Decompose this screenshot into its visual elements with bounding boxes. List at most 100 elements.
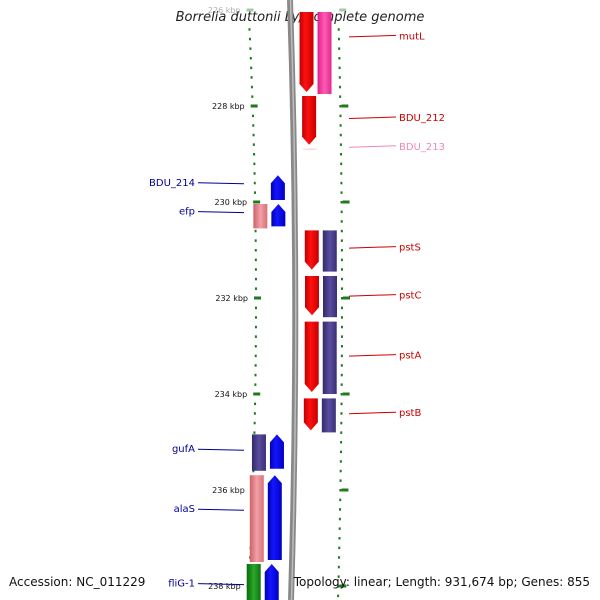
minor-tick-right xyxy=(338,76,341,79)
minor-tick-left xyxy=(251,114,254,118)
gene-label-pstA[interactable]: pstA xyxy=(399,351,421,362)
minor-tick-right xyxy=(337,575,340,578)
cog-band-mutL xyxy=(317,12,332,94)
tick-label: 226 kbp xyxy=(208,6,241,15)
minor-tick-right xyxy=(340,181,343,185)
gene-label-pstS[interactable]: pstS xyxy=(399,243,421,254)
minor-tick-right xyxy=(340,153,343,156)
minor-tick-left xyxy=(254,316,257,319)
minor-tick-right xyxy=(340,258,343,262)
minor-tick-left xyxy=(254,287,257,290)
gene-reverse-efp[interactable] xyxy=(271,204,286,227)
minor-tick-right xyxy=(340,421,343,425)
gene-label-fliG-1[interactable]: fliG-1 xyxy=(168,579,195,590)
minor-tick-left xyxy=(254,383,257,386)
label-leader-alaS xyxy=(197,508,245,511)
cog-band-fliG-1 xyxy=(246,564,261,600)
minor-tick-right xyxy=(338,517,341,521)
minor-tick-left xyxy=(249,47,252,50)
cog-band-gufA xyxy=(251,434,266,471)
gene-forward-BDU_212[interactable] xyxy=(302,96,317,145)
minor-tick-right xyxy=(338,66,341,70)
genome-backbone-highlight xyxy=(289,0,297,600)
gene-forward-pstB[interactable] xyxy=(303,398,318,431)
gene-label-BDU_213[interactable]: BDU_213 xyxy=(399,142,445,153)
minor-tick-left xyxy=(253,172,256,175)
major-tick xyxy=(253,392,261,396)
gene-reverse-BDU_214[interactable] xyxy=(270,175,285,200)
minor-tick-right xyxy=(339,508,342,511)
gene-label-alaS[interactable]: alaS xyxy=(174,504,195,515)
gene-label-BDU_212[interactable]: BDU_212 xyxy=(399,113,445,124)
label-leader-gufA xyxy=(197,448,245,451)
label-leader-mutL xyxy=(348,34,397,38)
gene-label-BDU_214[interactable]: BDU_214 xyxy=(149,178,195,189)
gene-label-mutL[interactable]: mutL xyxy=(399,31,425,42)
gene-forward-mutL[interactable] xyxy=(299,12,314,92)
minor-tick-right xyxy=(337,585,340,588)
minor-tick-right xyxy=(340,162,343,166)
major-tick-right xyxy=(342,296,350,300)
accession-text: Accession: NC_011229 xyxy=(9,575,146,589)
gene-forward-pstC[interactable] xyxy=(304,276,319,316)
tick-label: 228 kbp xyxy=(212,102,245,111)
major-tick-right xyxy=(342,200,350,204)
major-tick-right xyxy=(339,584,347,588)
major-tick xyxy=(246,8,254,12)
minor-tick-right xyxy=(338,47,341,50)
label-leader-pstC xyxy=(348,294,397,297)
tick-label: 238 kbp xyxy=(208,582,241,591)
minor-tick-right xyxy=(340,364,343,367)
gene-forward-pstA[interactable] xyxy=(304,321,319,392)
gene-label-efp[interactable]: efp xyxy=(179,207,195,218)
gene-label-pstB[interactable]: pstB xyxy=(399,408,421,419)
minor-tick-right xyxy=(339,133,342,137)
minor-tick-right xyxy=(340,172,343,175)
minor-tick-right xyxy=(338,527,341,530)
minor-tick-left xyxy=(253,162,256,166)
major-tick xyxy=(250,104,258,108)
minor-tick-right xyxy=(340,239,343,242)
minor-tick-right xyxy=(338,556,341,559)
minor-tick-right xyxy=(339,105,342,108)
minor-tick-right xyxy=(340,210,343,214)
cog-band-pstB xyxy=(321,398,336,433)
minor-tick-right xyxy=(340,268,343,271)
tick-label: 232 kbp xyxy=(215,294,248,303)
tick-label: 234 kbp xyxy=(215,390,248,399)
minor-tick-left xyxy=(252,143,255,146)
minor-tick-right xyxy=(340,297,343,300)
minor-tick-left xyxy=(254,335,257,338)
cog-band-pstC xyxy=(322,276,337,318)
minor-tick-right xyxy=(337,37,340,41)
minor-tick-left xyxy=(254,249,257,252)
minor-tick-right xyxy=(340,393,343,396)
minor-tick-right xyxy=(340,354,343,358)
minor-tick-right xyxy=(340,287,343,290)
gene-reverse-gufA[interactable] xyxy=(269,434,284,469)
label-leader-pstS xyxy=(348,246,397,249)
label-leader-pstB xyxy=(348,411,397,415)
minor-tick-right xyxy=(339,460,342,463)
minor-tick-left xyxy=(254,277,257,281)
minor-tick-right xyxy=(340,335,343,338)
minor-tick-right xyxy=(340,229,343,233)
minor-tick-left xyxy=(254,373,257,377)
gene-reverse-alaS[interactable] xyxy=(267,475,282,560)
major-tick-right xyxy=(342,392,350,396)
major-tick-right xyxy=(341,104,349,108)
gene-label-gufA[interactable]: gufA xyxy=(172,444,195,455)
minor-tick-right xyxy=(340,402,343,406)
minor-tick-right xyxy=(339,498,342,502)
gene-label-pstC[interactable]: pstC xyxy=(399,291,421,302)
minor-tick-right xyxy=(339,479,342,482)
minor-tick-right xyxy=(338,57,341,60)
minor-tick-right xyxy=(340,373,343,377)
minor-tick-right xyxy=(338,546,341,550)
gene-forward-pstS[interactable] xyxy=(304,230,319,270)
gene-forward-BDU_213[interactable] xyxy=(302,148,317,150)
label-leader-pstA xyxy=(348,354,397,357)
gene-reverse-fliG-1[interactable] xyxy=(264,564,279,600)
genome-summary-text: Topology: linear; Length: 931,674 bp; Ge… xyxy=(293,575,590,589)
